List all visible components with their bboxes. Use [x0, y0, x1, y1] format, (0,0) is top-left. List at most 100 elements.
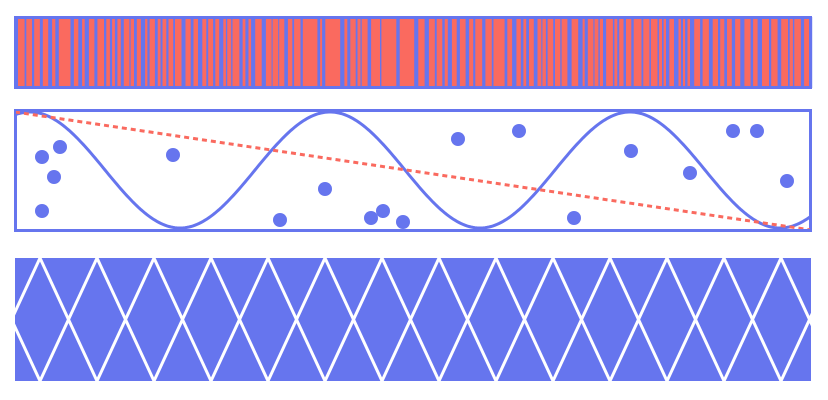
diamond-line	[323, 258, 384, 381]
barcode-stripe	[78, 17, 83, 88]
barcode-stripe	[154, 17, 158, 88]
barcode-stripe	[584, 17, 588, 88]
barcode-stripe	[198, 17, 203, 88]
dot	[683, 166, 697, 180]
barcode-stripe	[104, 17, 107, 88]
dot	[318, 182, 332, 196]
barcode-stripe	[685, 17, 688, 88]
barcode-stripe	[173, 17, 175, 88]
barcode-stripe	[206, 17, 209, 88]
barcode-stripe	[70, 17, 74, 88]
barcode-stripe	[322, 17, 326, 88]
barcode-stripe	[213, 17, 216, 88]
dot	[567, 211, 581, 225]
barcode-stripe	[239, 17, 243, 88]
barcode-stripe	[434, 17, 437, 88]
barcode-stripe	[769, 17, 772, 88]
barcode-stripe	[55, 17, 59, 88]
barcode-stripe	[757, 17, 762, 88]
barcode-stripe	[317, 17, 321, 88]
barcode-stripe	[674, 17, 679, 88]
barcode-stripe	[598, 17, 600, 88]
barcode-stripe	[17, 17, 18, 88]
barcode-border	[14, 16, 812, 89]
barcode-stripe	[84, 17, 89, 88]
barcode-stripe	[134, 17, 137, 88]
barcode-stripe	[347, 17, 351, 88]
barcode-stripe	[533, 17, 538, 88]
diamond-line	[437, 258, 498, 381]
barcode-stripe	[465, 17, 470, 88]
barcode-stripe	[612, 17, 615, 88]
barcode-stripe	[724, 17, 727, 88]
diamond-line	[608, 258, 669, 381]
barcode-stripe	[649, 17, 651, 88]
dot	[166, 148, 180, 162]
diamond-lines	[15, 258, 811, 381]
barcode-stripe	[424, 17, 429, 88]
barcode-stripe	[708, 17, 713, 88]
barcode-stripe	[690, 17, 695, 88]
barcode-band	[15, 17, 813, 88]
barcode-stripe	[39, 17, 43, 88]
diamond-line	[494, 258, 555, 381]
dot	[451, 132, 465, 146]
barcode-stripe	[512, 17, 517, 88]
barcode-stripe	[181, 17, 186, 88]
barcode-stripe	[680, 17, 683, 88]
diamond-line	[266, 258, 327, 381]
barcode-stripe	[166, 17, 169, 88]
dot	[364, 211, 378, 225]
barcode-stripe	[129, 17, 131, 88]
barcode-stripe	[367, 17, 372, 88]
diamond-line	[722, 258, 783, 381]
diamond-line	[665, 258, 726, 381]
barcode-stripe	[553, 17, 555, 88]
barcode-stripe	[284, 17, 288, 88]
barcode-stripe	[147, 17, 150, 88]
barcode-stripe	[442, 17, 445, 88]
dot	[512, 124, 526, 138]
barcode-stripe	[792, 17, 795, 88]
barcode-stripe	[380, 17, 382, 88]
barcode-stripe	[740, 17, 745, 88]
barcode-stripe	[292, 17, 295, 88]
barcode-stripe	[32, 17, 35, 88]
barcode-stripe	[750, 17, 754, 88]
wave-group	[16, 111, 810, 229]
barcode-stripe	[140, 17, 146, 88]
diamond-line	[779, 312, 811, 381]
barcode-stripe	[300, 17, 303, 88]
dot	[376, 204, 390, 218]
barcode-stripe	[219, 17, 224, 88]
barcode-stripe	[526, 17, 529, 88]
barcode-stripe	[700, 17, 703, 88]
diamond-line	[38, 258, 99, 381]
barcode-stripe	[114, 17, 118, 88]
barcode-stripe	[340, 17, 345, 88]
barcode-stripe	[541, 17, 543, 88]
diamond-line	[380, 258, 441, 381]
barcode-stripe	[251, 17, 256, 88]
dots	[35, 124, 794, 229]
dot	[35, 150, 49, 164]
barcode-stripe	[231, 17, 233, 88]
diamond-band	[15, 258, 811, 381]
dot	[273, 213, 287, 227]
barcode-stripe	[24, 17, 27, 88]
barcode-stripe	[120, 17, 124, 88]
barcode-stripe	[718, 17, 721, 88]
barcode-stripe	[271, 17, 273, 88]
barcode-stripe	[160, 17, 163, 88]
dot	[750, 124, 764, 138]
barcode-stripe	[631, 17, 634, 88]
barcode-stripe	[504, 17, 508, 88]
diamond-line	[95, 258, 156, 381]
barcode-stripe	[396, 17, 400, 88]
dot	[624, 144, 638, 158]
barcode-stripe	[520, 17, 524, 88]
barcode-stripe	[623, 17, 626, 88]
barcode-stripe	[48, 17, 53, 88]
